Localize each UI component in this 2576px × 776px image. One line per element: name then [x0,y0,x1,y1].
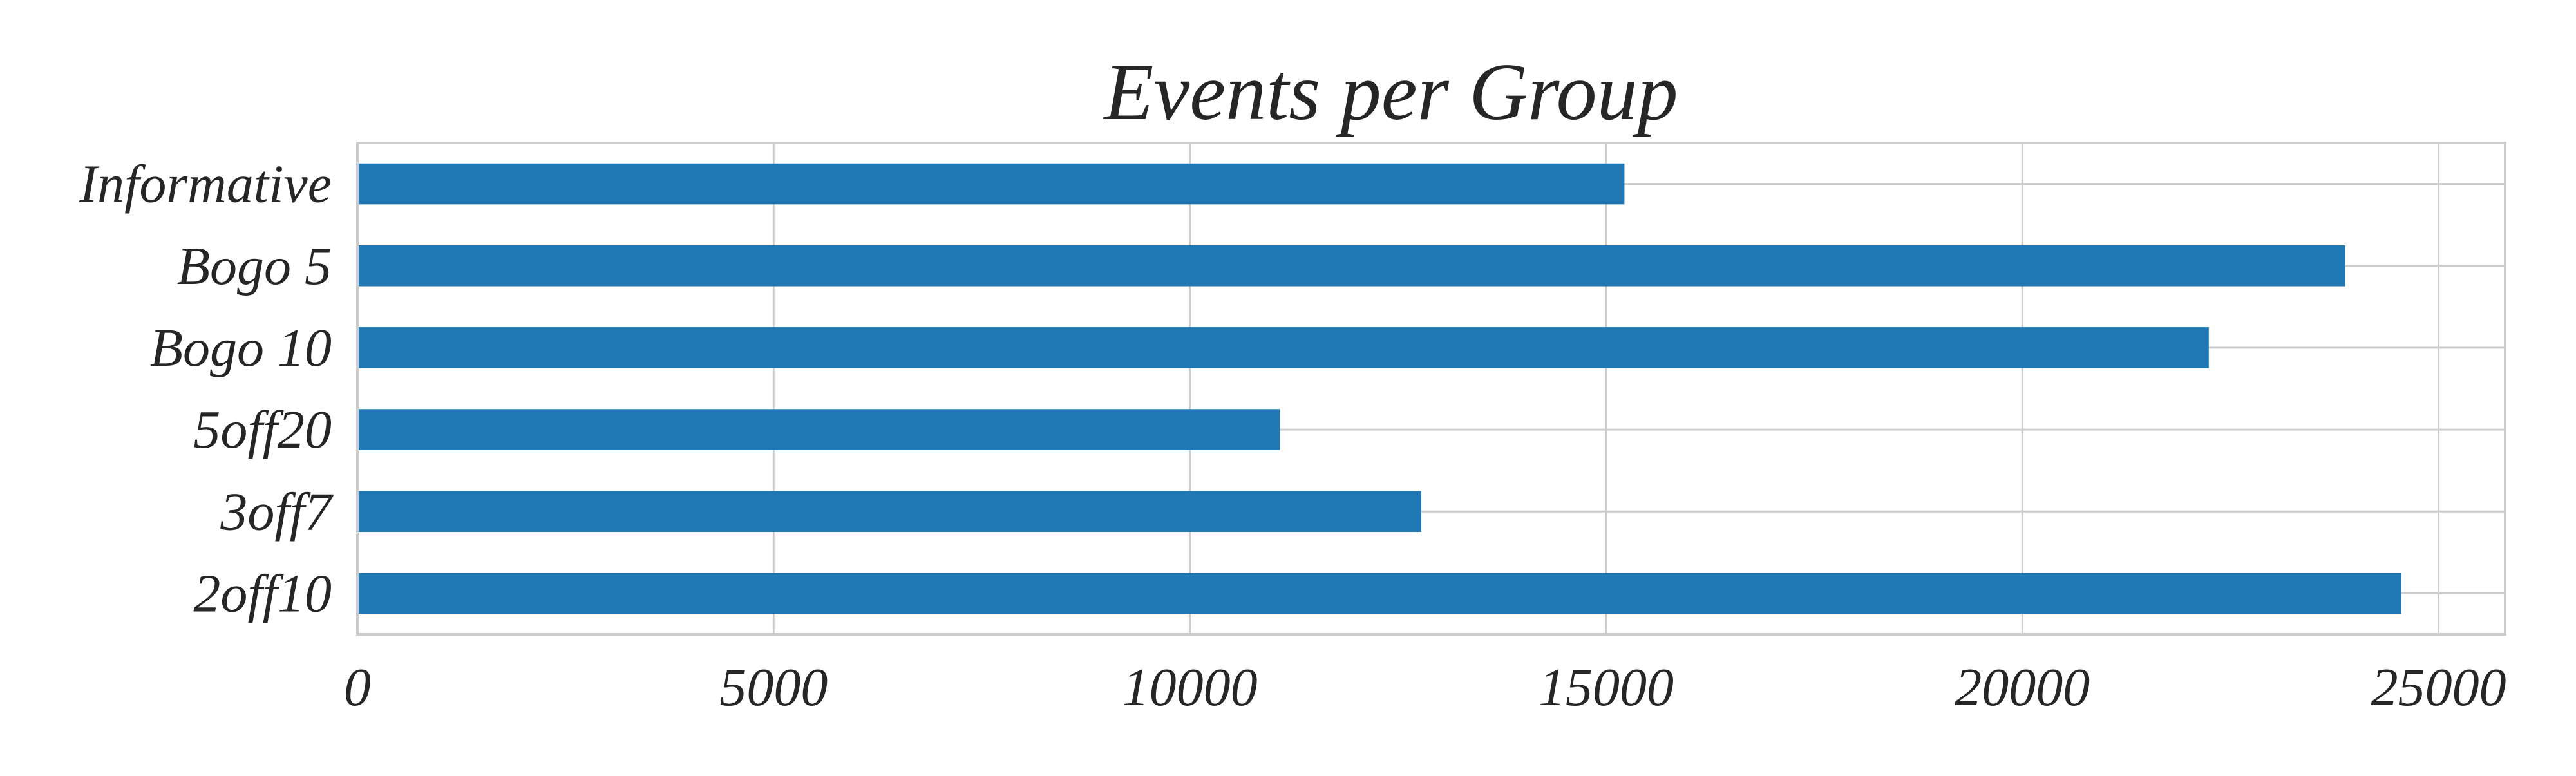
chart-title: Events per Group [1103,48,1678,137]
bar-2off10 [357,573,2401,614]
x-tick-labels: 0 5000 10000 15000 20000 25000 [344,658,2506,717]
x-tick-label: 0 [344,658,371,717]
category-label: 3off7 [220,482,334,542]
bars [357,163,2401,614]
bar-bogo-10 [357,327,2209,368]
category-label: 2off10 [193,563,332,623]
category-label: Informative [79,155,332,214]
bar-3off7 [357,491,1421,533]
category-label: Bogo 5 [177,236,332,296]
x-tick-label: 20000 [1955,658,2090,717]
x-tick-label: 5000 [719,658,828,717]
plot-area-frame [356,142,2506,636]
category-labels: 2off10 3off7 5off20 Bogo 10 Bogo 5 Informativ… [79,155,334,624]
x-tick-label: 25000 [2371,658,2506,717]
category-label: Bogo 10 [150,318,332,378]
bar-5off20 [357,409,1280,450]
bar-informative [357,163,1625,205]
x-tick-label: 15000 [1539,658,1674,717]
x-tick-label: 10000 [1122,658,1258,717]
category-label: 5off20 [193,400,332,460]
bar-bogo-5 [357,245,2345,287]
